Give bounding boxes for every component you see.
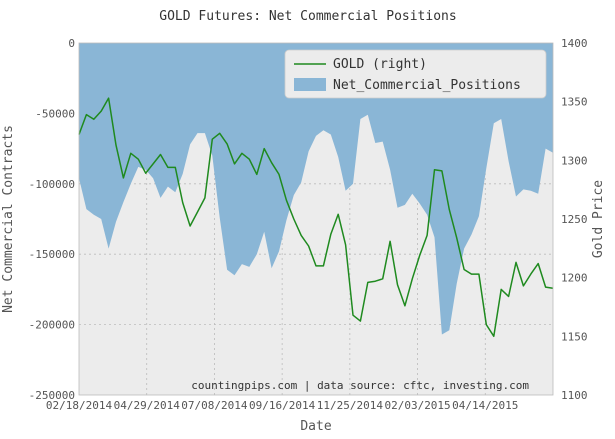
legend-box — [284, 49, 547, 99]
x-tick-label: 02/18/2014 — [46, 399, 113, 412]
x-tick-label: 02/03/2015 — [384, 399, 450, 412]
y-left-tick-label: -200000 — [29, 319, 75, 332]
x-ticks: 02/18/2014 04/29/2014 07/08/2014 09/16/2014… — [46, 399, 519, 412]
series-gold-line — [78, 97, 554, 338]
x-tick-label: 07/08/2014 — [181, 399, 248, 412]
y-left-tick-label: -50000 — [35, 107, 75, 120]
area-layer — [79, 43, 553, 335]
y-left-tick-label: -150000 — [29, 248, 75, 261]
y-right-label: Gold Price — [591, 180, 606, 258]
legend-positions-label: Net_Commercial_Positions — [333, 78, 521, 93]
plot-frame — [78, 42, 554, 396]
data-source-credit: countingpips.com | data source: cftc, in… — [191, 379, 529, 392]
x-tick-label: 04/14/2015 — [452, 399, 518, 412]
y-right-ticks: 1400 1350 1300 1250 1200 1150 1100 — [561, 37, 588, 402]
legend-gold-label: GOLD (right) — [333, 57, 427, 72]
y-right-tick-label: 1100 — [561, 389, 588, 402]
series-net-commercial-positions-area — [79, 43, 553, 335]
x-tick-label: 11/25/2014 — [317, 399, 384, 412]
y-left-ticks: 0 -50000 -100000 -150000 -200000 -250000 — [29, 37, 75, 402]
y-right-tick-label: 1200 — [561, 272, 588, 285]
legend: GOLD (right) Net_Commercial_Positions — [284, 49, 547, 99]
x-tick-label: 09/16/2014 — [249, 399, 316, 412]
line-layer — [78, 97, 554, 338]
x-tick-label: 04/29/2014 — [114, 399, 181, 412]
chart-title: GOLD Futures: Net Commercial Positions — [159, 9, 456, 24]
legend-positions-swatch — [294, 78, 326, 91]
y-left-tick-label: 0 — [68, 37, 75, 50]
y-left-tick-label: -100000 — [29, 178, 75, 191]
y-left-label: Net Commercial Contracts — [1, 125, 16, 313]
y-right-tick-label: 1150 — [561, 330, 588, 343]
x-axis-label: Date — [300, 419, 331, 434]
y-right-tick-label: 1400 — [561, 37, 588, 50]
y-right-tick-label: 1300 — [561, 154, 588, 167]
y-left-tick-label: -250000 — [29, 389, 75, 402]
y-right-tick-label: 1350 — [561, 96, 588, 109]
y-right-tick-label: 1250 — [561, 213, 588, 226]
